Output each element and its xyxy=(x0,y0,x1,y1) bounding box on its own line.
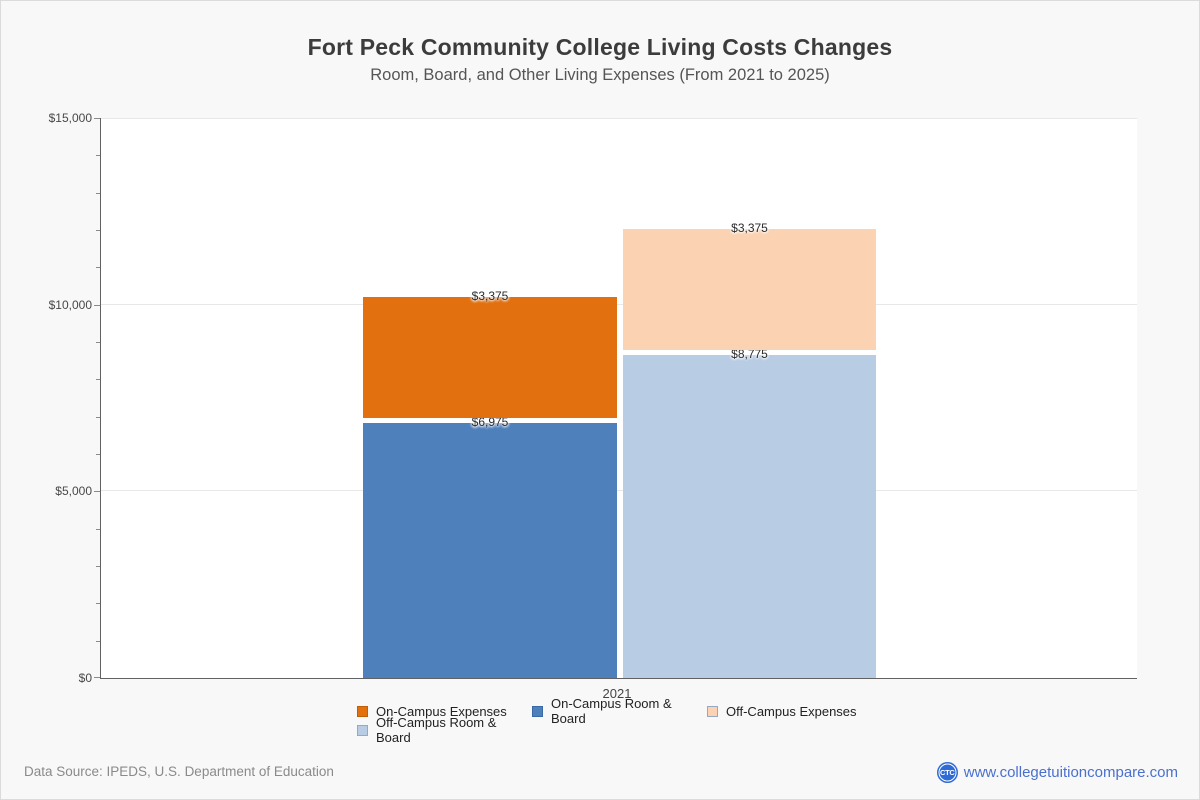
footer-brand: CTC www.collegetuitioncompare.com xyxy=(936,760,1178,784)
y-axis-tick xyxy=(96,454,100,455)
legend-label: Off-Campus Room & Board xyxy=(376,715,497,745)
off-campus-segment-1[interactable] xyxy=(623,224,876,351)
y-axis-tick xyxy=(96,267,100,269)
on-campus-value-label-1: $3,375 xyxy=(471,288,509,303)
off-campus-value-label-0: $8,775 xyxy=(731,347,768,362)
legend-item-off-campus-expenses[interactable]: Off-Campus Expenses xyxy=(707,702,882,720)
y-axis-label: $5,000 xyxy=(55,484,92,499)
y-axis-tick xyxy=(94,491,100,493)
y-axis-tick xyxy=(96,379,100,381)
data-source-note: Data Source: IPEDS, U.S. Department of E… xyxy=(24,764,334,779)
on-campus-value-label-0: $6,975 xyxy=(471,414,509,429)
legend-item-on-campus-expenses[interactable]: On-Campus Expenses xyxy=(357,702,532,720)
plot-area: $6,975 $3,375 $8,775 $3,375 xyxy=(94,118,1137,679)
off-campus-value-label-1: $3,375 xyxy=(731,221,768,236)
gridline xyxy=(101,118,1137,119)
y-axis-tick xyxy=(96,342,100,343)
on-campus-segment-1[interactable] xyxy=(363,291,617,418)
legend-swatch-orange xyxy=(357,705,368,717)
y-axis-tick xyxy=(94,304,100,306)
off-campus-segment-0[interactable] xyxy=(623,350,876,678)
ctc-logo-icon[interactable]: CTC xyxy=(936,761,958,783)
legend-label: Off-Campus Expenses xyxy=(726,703,857,719)
legend-swatch-lightblue xyxy=(357,724,368,736)
y-axis-label: $15,000 xyxy=(48,111,92,125)
y-axis-tick xyxy=(96,528,100,530)
page-title: Fort Peck Community College Living Costs… xyxy=(307,34,893,60)
y-axis-tick xyxy=(96,230,100,231)
page-subtitle: Room, Board, and Other Living Expenses (… xyxy=(370,66,830,84)
gridline xyxy=(101,490,1137,492)
legend-swatch-blue xyxy=(532,705,543,717)
legend-item-on-campus-room-board[interactable]: On-Campus Room & Board xyxy=(532,696,707,726)
legend-label: On-Campus Expenses xyxy=(376,703,507,719)
legend-swatch-peach xyxy=(707,705,718,717)
x-axis-label: 2021 xyxy=(602,686,632,701)
on-campus-segment-0[interactable] xyxy=(363,417,617,678)
y-axis-label: $10,000 xyxy=(48,297,92,312)
y-axis-tick xyxy=(96,192,100,194)
y-axis-tick xyxy=(96,640,100,642)
y-axis-tick xyxy=(96,603,100,605)
y-axis-tick xyxy=(96,416,100,418)
website-link[interactable]: www.collegetuitioncompare.com xyxy=(963,763,1178,781)
y-axis-tick xyxy=(96,566,100,567)
gridline xyxy=(101,303,1137,305)
y-axis-tick xyxy=(94,118,100,119)
legend-item-off-campus-room-board[interactable]: Off-Campus Room & Board xyxy=(357,715,532,745)
y-axis-tick xyxy=(96,155,100,157)
y-axis-tick xyxy=(94,677,100,678)
legend: On-Campus Expenses On-Campus Room & Boar… xyxy=(357,696,897,745)
y-axis-label: $0 xyxy=(78,671,92,685)
legend-label: On-Campus Room & Board xyxy=(551,696,672,726)
